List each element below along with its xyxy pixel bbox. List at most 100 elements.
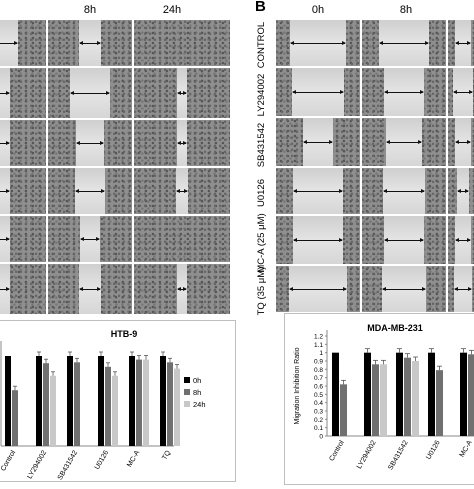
gap-width-arrow <box>290 41 346 45</box>
legend-swatch-24h <box>184 401 190 407</box>
panel-b-image-r6-c3 <box>448 266 474 312</box>
gap-width-arrow <box>384 238 424 242</box>
chart-htb9: HTB-9 Control LY294002 SB431542 U0126 MC-A TQ 0… <box>0 329 206 481</box>
panel-a-image-r4-c2 <box>48 168 132 214</box>
y-tick-label: 0.7 <box>314 375 323 382</box>
gap-width-arrow <box>386 140 422 144</box>
panel-b-image-r3-c2 <box>362 118 446 166</box>
bar-mc-a-series1 <box>460 352 467 436</box>
gap-width-arrow <box>454 287 472 291</box>
panel-a-image-r3-c3 <box>134 120 230 166</box>
bar-u0126-series1 <box>428 352 435 436</box>
bar-mc-a-series3 <box>143 359 149 446</box>
bar-u0126-series3 <box>112 375 118 446</box>
legend-swatch-0h <box>184 377 190 383</box>
y-tick-label: 0.5 <box>314 392 323 399</box>
panel-b-image-r3-c1 <box>276 118 360 166</box>
gap-width-arrow <box>0 287 10 291</box>
gap-width-arrow <box>79 287 101 291</box>
panel-b-image-r4-c1 <box>276 168 360 214</box>
gap-width-arrow <box>0 141 10 145</box>
gap-width-arrow <box>80 237 100 241</box>
panel-b-image-r3-c3 <box>448 118 474 166</box>
y-tick-label: 0.2 <box>314 417 323 424</box>
bar-tq-series1 <box>160 356 166 446</box>
x-tick-label: U0126 <box>94 449 110 470</box>
gap-width-arrow <box>177 141 187 145</box>
y-axis-label: Migration Inhibition Ratio <box>294 347 301 424</box>
bar-ly294002-series1 <box>364 352 371 436</box>
panel-a-image-r1-c1 <box>0 20 46 66</box>
gap-width-arrow <box>455 140 471 144</box>
bar-sb431542-series2 <box>74 362 80 446</box>
panel-a-image-r5-c2 <box>48 216 132 262</box>
x-tick-label: Control <box>328 439 346 462</box>
gap-width-arrow <box>0 237 10 241</box>
gap-width-arrow <box>177 287 187 291</box>
panel-b-letter: B <box>255 0 266 15</box>
bar-u0126-series1 <box>98 356 104 446</box>
bar-control-series2 <box>12 390 18 446</box>
bar-sb431542-series1 <box>67 356 73 446</box>
chart-mda-frame: MDA-MB-231 0 0.1 0.2 0.3 0.4 0.5 0.6 0.7 0.8 0.9 1 1… <box>284 313 474 485</box>
bar-ly294002-series3 <box>380 364 387 436</box>
legend-label-0h: 0h <box>193 376 201 385</box>
row-label-tq: TQ (35 μM) <box>256 266 267 316</box>
chart-htb9-frame: HTB-9 Control LY294002 SB431542 U0126 MC-A TQ 0… <box>0 320 236 482</box>
panel-b-image-r4-c2 <box>362 168 446 214</box>
panel-a-image-r5-c3 <box>134 216 230 262</box>
panel-a-image-r2-c3 <box>134 68 230 118</box>
chart-title: HTB-9 <box>111 329 138 339</box>
x-tick-label: SB431542 <box>387 439 409 471</box>
gap-width-arrow <box>383 189 425 193</box>
legend-label-8h: 8h <box>193 388 201 397</box>
gap-width-arrow <box>0 189 10 193</box>
bar-mc-a-series1 <box>129 356 135 446</box>
panel-b-image-r6-c1 <box>276 266 360 312</box>
bar-ly294002-series1 <box>36 356 42 446</box>
panel-a-image-r2-c1 <box>0 68 46 118</box>
gap-width-arrow <box>382 287 426 291</box>
x-tick-label: MC-A <box>459 439 474 458</box>
panel-a-image-r3-c2 <box>48 120 132 166</box>
bar-mc-a-series2 <box>136 359 142 446</box>
y-tick-label: 1 <box>319 350 323 357</box>
y-tick-label: 1.2 <box>314 334 323 341</box>
bar-control-series1 <box>332 352 339 436</box>
y-tick-label: 0.3 <box>314 409 323 416</box>
gap-width-arrow <box>384 90 424 94</box>
panel-a-image-r5-c1 <box>0 216 46 262</box>
panel-b-image-r5-c2 <box>362 216 446 264</box>
y-tick-label: 0.4 <box>314 400 323 407</box>
gap-width-arrow <box>0 91 10 95</box>
x-tick-label: LY294002 <box>26 449 48 480</box>
y-tick-label: 0.6 <box>314 384 323 391</box>
panel-b-image-r5-c1 <box>276 216 360 264</box>
chart-mda-mb-231: MDA-MB-23100.10.20.30.40.50.60.70.80.911… <box>294 323 474 471</box>
y-tick-label: 1.1 <box>314 342 323 349</box>
panel-b-image-r2-c2 <box>362 68 446 116</box>
panel-a-image-r2-c2 <box>48 68 132 118</box>
gap-width-arrow <box>457 189 469 193</box>
chart-title: MDA-MB-231 <box>367 323 423 333</box>
x-tick-label: U0126 <box>425 439 441 460</box>
gap-width-arrow <box>70 91 110 95</box>
x-tick-label: MC-A <box>126 449 141 468</box>
y-tick-label: 0.1 <box>314 425 323 432</box>
gap-width-arrow <box>293 238 343 242</box>
x-tick-label: TQ <box>161 449 172 461</box>
bar-u0126-series2 <box>436 370 443 436</box>
y-tick-label: 0.9 <box>314 359 323 366</box>
panel-b-image-r6-c2 <box>362 266 446 312</box>
panel-b-image-r1-c3 <box>448 20 474 66</box>
gap-width-arrow <box>176 189 188 193</box>
gap-width-arrow <box>379 41 429 45</box>
gap-width-arrow <box>455 238 471 242</box>
panel-b-image-r2-c3 <box>448 68 474 116</box>
panel-a-image-r6-c1 <box>0 264 46 314</box>
gap-width-arrow <box>76 141 104 145</box>
panel-a-image-r4-c1 <box>0 168 46 214</box>
bar-sb431542-series1 <box>396 352 403 436</box>
x-tick-label: SB431542 <box>57 449 79 481</box>
bar-tq-series3 <box>174 368 180 446</box>
